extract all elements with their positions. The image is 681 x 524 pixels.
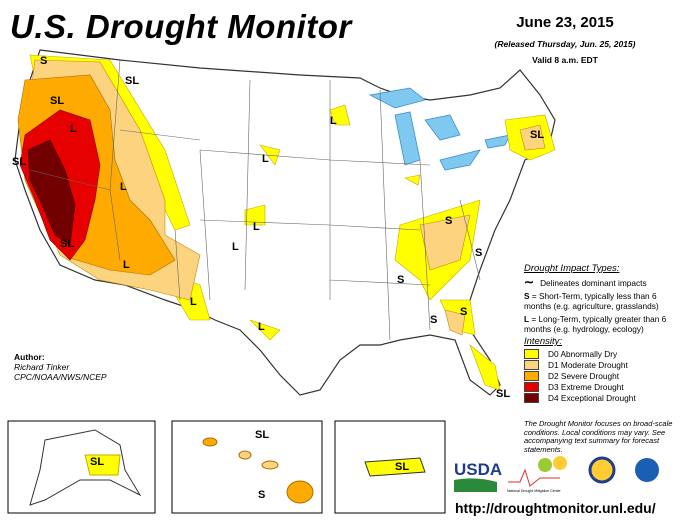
website-link[interactable]: http://droughtmonitor.unl.edu/ [455, 500, 656, 516]
svg-text:L: L [330, 115, 337, 127]
legend-item-d4: D4 Exceptional Drought [524, 393, 681, 403]
author-org: CPC/NOAA/NWS/NCEP [14, 372, 107, 382]
svg-text:L: L [70, 123, 77, 135]
valid-time: Valid 8 a.m. EDT [532, 55, 598, 65]
svg-text:SL: SL [125, 75, 139, 87]
delineates-text: Delineates dominant impacts [540, 278, 647, 288]
state-borders [29, 59, 481, 341]
legend-label: D4 Exceptional Drought [548, 393, 636, 403]
legend-label: D3 Extreme Drought [548, 382, 624, 392]
author-label: Author: [14, 352, 45, 362]
alaska-outline [29, 429, 142, 506]
noaa-logo [635, 458, 659, 482]
alaska-d0 [84, 454, 121, 476]
svg-text:SL: SL [496, 388, 510, 400]
svg-text:L: L [190, 296, 197, 308]
svg-text:S: S [430, 314, 437, 326]
svg-text:National Drought Mitigation Ce: National Drought Mitigation Center [507, 489, 562, 493]
d4-swatch [524, 393, 539, 403]
svg-text:SL: SL [530, 129, 544, 141]
legend-item-d2: D2 Severe Drought [524, 371, 681, 381]
impact-types-title: Drought Impact Types: [524, 263, 620, 274]
usda-logo: USDA [454, 460, 502, 492]
legend-label: D2 Severe Drought [548, 371, 620, 381]
d3-swatch [524, 382, 539, 392]
svg-text:S: S [397, 274, 404, 286]
svg-text:L: L [232, 241, 239, 253]
svg-text:SL: SL [60, 238, 74, 250]
impact-labels: S SL SL L SL SL L L L L L L L L S S S S … [12, 55, 544, 501]
svg-text:L: L [120, 181, 127, 193]
delineates-row: ∼ Delineates dominant impacts [524, 275, 681, 289]
ndmc-logo: National Drought Mitigation Center [507, 456, 567, 493]
commerce-seal [588, 456, 616, 484]
l-key: L [524, 314, 530, 324]
tilde-icon: ∼ [524, 275, 535, 289]
author-block: Author: Richard Tinker CPC/NOAA/NWS/NCEP [14, 352, 107, 382]
svg-text:SL: SL [395, 461, 409, 473]
legend-item-d3: D3 Extreme Drought [524, 382, 681, 392]
author-name: Richard Tinker [14, 362, 70, 372]
legend-label: D0 Abnormally Dry [548, 349, 618, 359]
svg-text:SL: SL [90, 456, 104, 468]
intensity-title: Intensity: [524, 336, 563, 347]
d0-swatch [524, 349, 539, 359]
d4-areas [27, 139, 76, 246]
svg-text:L: L [258, 321, 265, 333]
svg-text:S: S [475, 247, 482, 259]
hawaii-islands [202, 437, 314, 504]
svg-text:SL: SL [12, 156, 26, 168]
svg-text:S: S [40, 55, 47, 67]
svg-text:SL: SL [255, 429, 269, 441]
svg-text:S: S [258, 489, 265, 501]
svg-text:S: S [460, 306, 467, 318]
svg-text:SL: SL [50, 95, 64, 107]
d1-swatch [524, 360, 539, 370]
d2-swatch [524, 371, 539, 381]
s-text: = Short-Term, typically less than 6 mont… [524, 291, 659, 311]
s-key: S [524, 291, 530, 301]
l-text: = Long-Term, typically greater than 6 mo… [524, 314, 667, 334]
legend-item-d1: D1 Moderate Drought [524, 360, 681, 370]
puerto-rico-outline [364, 457, 426, 477]
legend: Drought Impact Types: ∼ Delineates domina… [524, 264, 681, 404]
disclaimer-note: The Drought Monitor focuses on broad-sca… [524, 419, 673, 454]
svg-text:USDA: USDA [454, 460, 502, 479]
svg-text:L: L [253, 221, 260, 233]
page-title: U.S. Drought Monitor [10, 8, 352, 45]
map-date: June 23, 2015 [516, 14, 614, 31]
svg-text:L: L [262, 153, 269, 165]
release-date: (Released Thursday, Jun. 25, 2015) [494, 39, 636, 49]
svg-text:S: S [445, 215, 452, 227]
legend-item-d0: D0 Abnormally Dry [524, 349, 681, 359]
legend-label: D1 Moderate Drought [548, 360, 628, 370]
svg-text:L: L [123, 259, 130, 271]
